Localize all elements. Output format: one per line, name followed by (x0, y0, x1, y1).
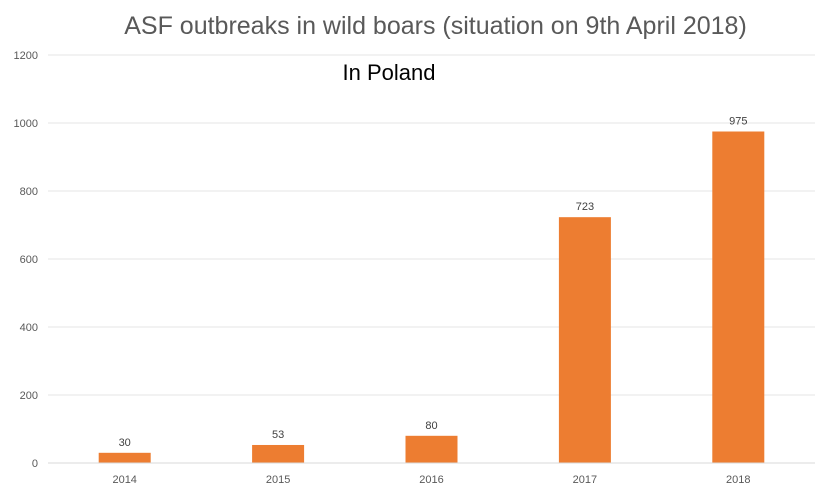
y-tick-label: 0 (32, 458, 38, 470)
bar (252, 444, 305, 463)
data-label: 53 (272, 429, 284, 441)
y-tick-label: 1000 (14, 118, 38, 130)
x-tick-label: 2014 (112, 474, 136, 486)
data-label: 975 (729, 116, 747, 128)
data-label: 80 (425, 420, 437, 432)
x-tick-label: 2016 (419, 474, 443, 486)
bar (558, 217, 611, 463)
chart-subtitle: In Poland (270, 58, 508, 88)
y-tick-label: 600 (20, 254, 38, 266)
y-tick-label: 800 (20, 186, 38, 198)
x-tick-label: 2015 (266, 474, 290, 486)
chart-title: ASF outbreaks in wild boars (situation o… (124, 12, 747, 40)
data-label: 723 (576, 201, 594, 213)
y-tick-label: 400 (20, 322, 38, 334)
x-tick-label: 2017 (573, 474, 597, 486)
bar (712, 131, 765, 463)
x-tick-label: 2018 (726, 474, 750, 486)
y-tick-label: 1200 (14, 50, 38, 62)
data-label: 30 (119, 437, 131, 449)
bar (98, 452, 151, 463)
y-tick-label: 200 (20, 390, 38, 402)
bar (405, 435, 458, 463)
